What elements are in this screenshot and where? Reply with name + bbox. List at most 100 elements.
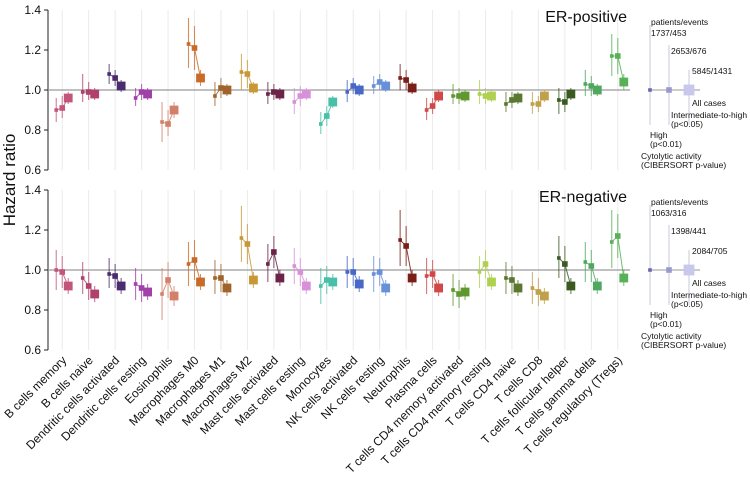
data-point (112, 273, 118, 279)
data-point (318, 284, 323, 288)
legend-subtitle: (CIBERSORT p-value) (641, 160, 726, 170)
data-point (583, 260, 588, 264)
data-point (614, 53, 621, 59)
data-point (354, 85, 364, 95)
legend-count-intermediate: 2653/676 (671, 46, 707, 56)
data-point (535, 101, 542, 107)
y-tick-label: 1.4 (24, 183, 41, 197)
data-point (191, 257, 198, 263)
data-point (403, 77, 409, 83)
data-point (354, 279, 364, 289)
legend-label-intermediate: Intermediate-to-high (671, 290, 747, 300)
data-point (398, 76, 402, 80)
data-point (249, 275, 258, 285)
legend-count-all: 2084/705 (692, 246, 728, 256)
data-point (301, 89, 311, 99)
data-point (249, 83, 258, 93)
legend-label-high-p: (p<0.01) (650, 139, 682, 149)
y-tick-label: 1.2 (24, 223, 41, 237)
legend-label-intermediate-p: (p<0.05) (671, 119, 703, 129)
data-point (116, 81, 126, 91)
data-point (59, 269, 66, 275)
data-point (504, 276, 508, 280)
data-point (540, 291, 549, 301)
data-point (271, 89, 277, 95)
legend-label-all: All cases (692, 98, 726, 108)
data-point (530, 102, 535, 106)
legend-marker (666, 267, 672, 273)
data-point (609, 240, 614, 244)
data-point (328, 97, 338, 107)
data-point (213, 94, 217, 98)
data-point (557, 256, 561, 260)
y-tick-label: 1.0 (24, 83, 41, 97)
data-point (407, 273, 417, 283)
data-point (424, 274, 429, 278)
data-point (456, 93, 462, 99)
data-point (434, 91, 443, 101)
legend-count-intermediate: 1398/441 (671, 226, 707, 236)
data-point (583, 82, 588, 86)
data-point (562, 261, 568, 267)
legend-marker (683, 264, 695, 276)
data-point (407, 83, 417, 93)
legend-label-intermediate: Intermediate-to-high (671, 110, 747, 120)
data-point (160, 292, 164, 296)
legend-marker (666, 87, 672, 93)
data-point (54, 268, 59, 272)
data-point (328, 277, 338, 287)
y-tick-label: 0.6 (24, 343, 41, 357)
data-point (482, 93, 489, 99)
data-point (218, 85, 224, 91)
legend-subtitle: (CIBERSORT p-value) (641, 340, 726, 350)
data-point (80, 90, 85, 94)
data-point (266, 262, 270, 266)
data-point (160, 120, 164, 124)
data-point (588, 263, 595, 269)
data-point (239, 236, 244, 240)
data-point (107, 272, 111, 276)
data-point (509, 277, 515, 283)
data-point (451, 94, 455, 98)
data-point (429, 103, 436, 109)
data-point (477, 92, 482, 96)
data-point (63, 93, 73, 103)
data-point (460, 91, 470, 101)
data-point (424, 108, 429, 112)
y-tick-label: 1.2 (24, 43, 41, 57)
data-point (345, 270, 350, 274)
data-point (80, 276, 85, 280)
data-point (513, 283, 523, 293)
data-point (169, 105, 179, 115)
data-point (191, 45, 198, 51)
y-axis-label: Hazard ratio (0, 134, 19, 227)
data-point (138, 89, 145, 95)
data-point (609, 54, 614, 58)
legend-count-all: 5845/1431 (692, 66, 732, 76)
data-point (323, 113, 330, 119)
data-point (535, 289, 542, 295)
data-point (85, 89, 92, 95)
data-point (301, 281, 311, 291)
data-point (165, 277, 171, 283)
data-point (218, 275, 224, 281)
data-point (566, 281, 576, 291)
data-point (90, 89, 100, 99)
data-point (504, 102, 508, 106)
legend-label-high: High (650, 130, 668, 140)
data-point (116, 281, 126, 291)
data-point (323, 277, 330, 283)
legend-marker (648, 88, 652, 92)
data-point (169, 291, 179, 301)
data-point (165, 121, 171, 127)
legend-count-high: 1063/316 (651, 208, 687, 218)
data-point (588, 83, 595, 89)
legend-marker (648, 268, 652, 272)
data-point (403, 243, 409, 249)
data-point (297, 269, 304, 275)
data-point (381, 283, 391, 293)
data-point (592, 85, 602, 95)
data-point (222, 85, 232, 95)
data-point (112, 75, 118, 81)
legend-title: Cytolytic activity (641, 151, 702, 161)
